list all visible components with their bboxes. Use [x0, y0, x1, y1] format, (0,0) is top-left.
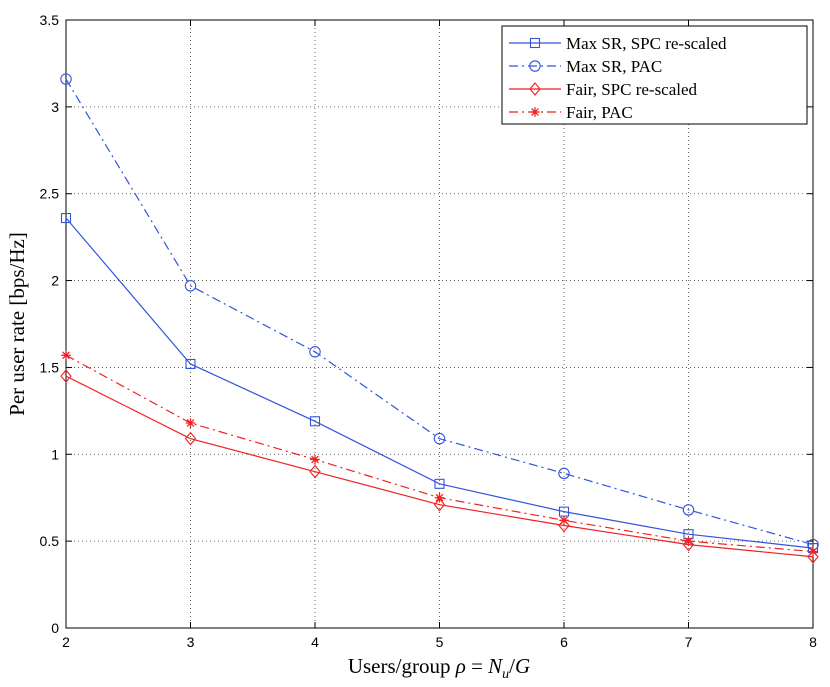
data-point	[433, 497, 446, 512]
data-point	[60, 73, 72, 85]
x-tick-label: 6	[560, 634, 568, 650]
legend-label: Max SR, SPC re-scaled	[566, 34, 727, 53]
data-point	[808, 546, 818, 557]
data-point	[683, 536, 694, 546]
y-tick-label: 3.5	[40, 12, 60, 28]
legend-marker	[529, 60, 541, 72]
x-axis-title: Users/group ρ = Nu/G	[348, 654, 530, 682]
y-tick-label: 1.5	[40, 359, 60, 375]
series-2	[60, 73, 819, 551]
tick-marks	[65, 19, 814, 629]
legend-box	[501, 25, 808, 125]
data-point	[434, 492, 445, 503]
x-tick-label: 8	[809, 634, 817, 650]
x-tick-label: 7	[685, 634, 693, 650]
y-axis-title: Per user rate [bps/Hz]	[5, 232, 29, 416]
data-point	[185, 358, 196, 370]
legend-marker	[530, 107, 540, 117]
data-point	[61, 350, 71, 361]
data-point	[433, 432, 446, 445]
data-point	[309, 464, 321, 479]
data-point	[309, 416, 321, 427]
legend: Max SR, SPC re-scaled Max SR, PAC Fair, SP…	[501, 25, 808, 125]
y-tick-label: 0	[51, 620, 59, 636]
data-point	[434, 478, 445, 489]
data-point	[60, 369, 72, 383]
legend-marker	[529, 37, 541, 49]
legend-label: Max SR, PAC	[566, 57, 662, 76]
y-tick-label: 2.5	[40, 186, 60, 202]
x-tick-label: 3	[187, 634, 195, 650]
data-point	[310, 454, 320, 465]
legend-label: Fair, PAC	[566, 103, 633, 122]
legend-label: Fair, SPC re-scaled	[566, 80, 698, 99]
data-point	[559, 515, 569, 526]
series-4	[61, 350, 818, 557]
x-tick-label: 2	[62, 634, 70, 650]
data-point	[309, 346, 321, 358]
x-tick-label: 5	[436, 634, 444, 650]
y-tick-label: 2	[51, 273, 59, 289]
x-tick-label: 4	[311, 634, 319, 650]
y-tick-label: 3	[51, 99, 59, 115]
series-line	[65, 217, 814, 549]
data-point	[682, 537, 695, 552]
legend-marker	[529, 82, 541, 96]
data-point	[60, 212, 72, 224]
series-line	[65, 78, 814, 546]
data-point	[184, 431, 197, 446]
y-tick-label: 0.5	[40, 533, 60, 549]
data-point	[558, 467, 570, 480]
y-tick-label: 1	[51, 446, 59, 462]
data-point	[185, 418, 196, 428]
data-point	[682, 504, 695, 516]
data-point	[184, 280, 197, 292]
series-lines	[60, 73, 819, 564]
